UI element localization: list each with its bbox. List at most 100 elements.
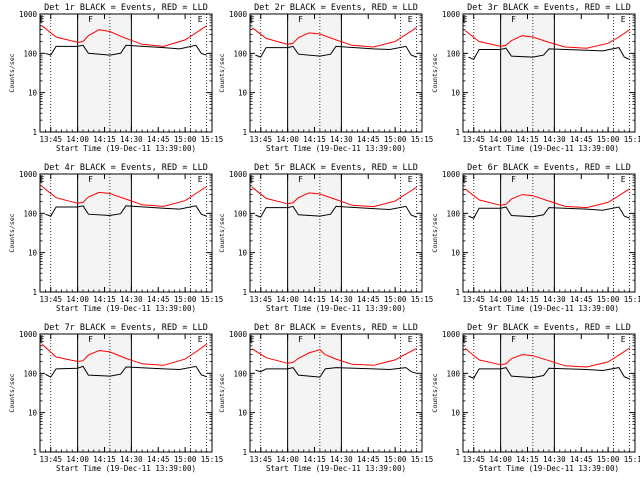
panel-title: Det 7r BLACK = Events, RED = LLD [44, 323, 208, 333]
x-axis-label: Start Time (19-Dec-11 13:39:00) [266, 144, 406, 153]
x-tick-label: 14:15 [516, 455, 539, 464]
x-tick-label: 14:00 [276, 455, 299, 464]
x-tick-label: 14:00 [276, 135, 299, 144]
y-axis-label: Counts/sec [8, 373, 16, 412]
y-axis-label: Counts/sec [218, 53, 226, 92]
panel-title: Det 9r BLACK = Events, RED = LLD [467, 323, 631, 333]
events-series-line [255, 367, 417, 378]
interval-shade [500, 14, 555, 132]
event-marker: F [511, 175, 516, 184]
x-tick-label: 15:00 [174, 135, 197, 144]
event-marker: F [298, 175, 303, 184]
panel-1: Det 1r BLACK = Events, RED = LLD E F E 1 10 10… [8, 3, 223, 153]
panel-7: Det 7r BLACK = Events, RED = LLD E F E 1 10 10… [8, 323, 223, 473]
x-tick-label: 14:30 [543, 295, 566, 304]
x-tick-label: 15:00 [384, 295, 407, 304]
y-tick-label: 100 [23, 209, 37, 218]
y-tick-label: 100 [446, 369, 460, 378]
event-marker: E [621, 15, 626, 24]
x-tick-label: 15:15 [411, 295, 434, 304]
x-tick-label: 14:15 [93, 295, 116, 304]
x-tick-label: 15:15 [201, 295, 224, 304]
y-tick-label: 1 [32, 288, 37, 297]
x-tick-label: 14:30 [330, 455, 353, 464]
x-tick-label: 14:00 [489, 295, 512, 304]
y-tick-label: 10 [451, 409, 461, 418]
panel-4: Det 4r BLACK = Events, RED = LLD E F E 1 10 10… [8, 163, 223, 313]
events-series-line [468, 367, 630, 380]
events-series-line [255, 205, 417, 218]
y-tick-label: 1000 [19, 330, 38, 339]
x-tick-label: 14:30 [543, 135, 566, 144]
panel-title: Det 1r BLACK = Events, RED = LLD [44, 3, 208, 13]
lld-series-line [464, 347, 630, 368]
y-tick-label: 1000 [19, 10, 38, 19]
event-marker: F [511, 335, 516, 344]
x-tick-label: 14:45 [357, 295, 380, 304]
x-tick-label: 13:45 [249, 135, 272, 144]
x-axis-label: Start Time (19-Dec-11 13:39:00) [479, 464, 619, 473]
x-tick-label: 14:30 [543, 455, 566, 464]
panel-title: Det 3r BLACK = Events, RED = LLD [467, 3, 631, 13]
x-axis-label: Start Time (19-Dec-11 13:39:00) [266, 304, 406, 313]
x-tick-label: 15:15 [624, 135, 640, 144]
x-tick-label: 14:45 [570, 455, 593, 464]
interval-shade [77, 14, 132, 132]
lld-series-line [41, 186, 207, 207]
y-tick-label: 1000 [229, 330, 248, 339]
panel-title: Det 2r BLACK = Events, RED = LLD [254, 3, 418, 13]
lld-series-line [464, 29, 630, 49]
event-marker: E [198, 175, 203, 184]
x-axis-label: Start Time (19-Dec-11 13:39:00) [266, 464, 406, 473]
x-tick-label: 13:45 [39, 295, 62, 304]
x-tick-label: 14:00 [489, 455, 512, 464]
lld-series-line [41, 25, 207, 47]
x-tick-label: 14:30 [120, 455, 143, 464]
event-marker: E [463, 335, 468, 344]
event-marker: F [88, 15, 93, 24]
y-tick-label: 10 [238, 249, 248, 258]
x-tick-label: 15:00 [174, 455, 197, 464]
y-tick-label: 10 [28, 89, 38, 98]
event-marker: E [198, 335, 203, 344]
x-tick-label: 15:15 [624, 455, 640, 464]
x-tick-label: 14:15 [303, 455, 326, 464]
event-marker: E [408, 175, 413, 184]
x-tick-label: 14:15 [93, 135, 116, 144]
interval-shade [500, 174, 555, 292]
event-marker: F [88, 175, 93, 184]
y-tick-label: 1 [455, 128, 460, 137]
y-axis-label: Counts/sec [8, 213, 16, 252]
x-tick-label: 14:30 [120, 295, 143, 304]
event-marker: E [198, 15, 203, 24]
y-axis-label: Counts/sec [218, 373, 226, 412]
event-marker: E [40, 335, 45, 344]
lld-series-line [251, 347, 417, 366]
x-tick-label: 13:45 [39, 455, 62, 464]
panel-title: Det 4r BLACK = Events, RED = LLD [44, 163, 208, 173]
x-tick-label: 14:15 [303, 295, 326, 304]
x-tick-label: 15:15 [624, 295, 640, 304]
x-tick-label: 13:45 [462, 455, 485, 464]
lld-series-line [41, 343, 207, 366]
y-tick-label: 1 [242, 288, 247, 297]
y-tick-label: 1000 [442, 330, 461, 339]
panel-title: Det 6r BLACK = Events, RED = LLD [467, 163, 631, 173]
x-tick-label: 14:30 [330, 295, 353, 304]
event-marker: E [250, 175, 255, 184]
y-tick-label: 10 [451, 89, 461, 98]
y-tick-label: 1 [455, 288, 460, 297]
y-tick-label: 100 [233, 209, 247, 218]
panel-6: Det 6r BLACK = Events, RED = LLD E F E 1 10 10… [431, 163, 640, 313]
panel-3: Det 3r BLACK = Events, RED = LLD E F E 1 10 10… [431, 3, 640, 153]
y-tick-label: 1000 [442, 10, 461, 19]
event-marker: E [40, 15, 45, 24]
event-marker: E [250, 335, 255, 344]
y-axis-label: Counts/sec [431, 53, 439, 92]
x-tick-label: 13:45 [249, 455, 272, 464]
x-tick-label: 13:45 [462, 295, 485, 304]
x-tick-label: 15:00 [597, 295, 620, 304]
x-tick-label: 15:00 [174, 295, 197, 304]
x-tick-label: 14:00 [276, 295, 299, 304]
x-tick-label: 14:15 [303, 135, 326, 144]
